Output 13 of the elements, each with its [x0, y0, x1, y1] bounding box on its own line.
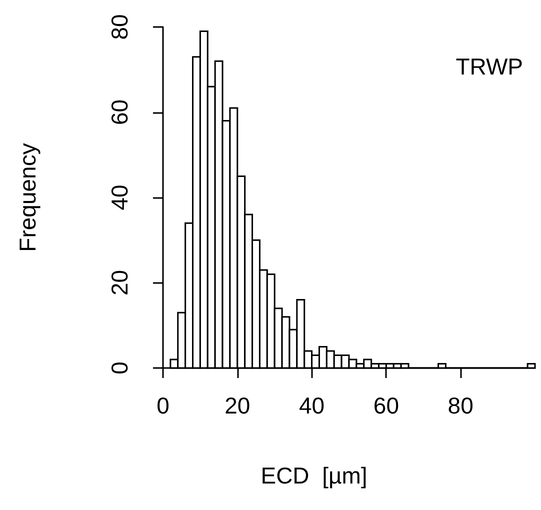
y-axis-title: Frequency	[14, 142, 40, 252]
x-tick-label: 60	[373, 392, 399, 418]
x-tick-label: 40	[299, 392, 325, 418]
y-tick-label: 80	[106, 14, 132, 40]
x-axis-title: ECD [µm]	[260, 462, 368, 488]
y-tick-label: 60	[106, 99, 132, 126]
x-tick-label: 0	[156, 392, 170, 418]
x-tick-label: 80	[448, 392, 474, 418]
y-tick-label: 0	[106, 362, 132, 374]
y-tick-label: 20	[106, 270, 132, 296]
y-tick-label: 40	[106, 184, 132, 210]
x-tick-label: 20	[224, 392, 250, 418]
annotation: TRWP	[456, 54, 524, 80]
